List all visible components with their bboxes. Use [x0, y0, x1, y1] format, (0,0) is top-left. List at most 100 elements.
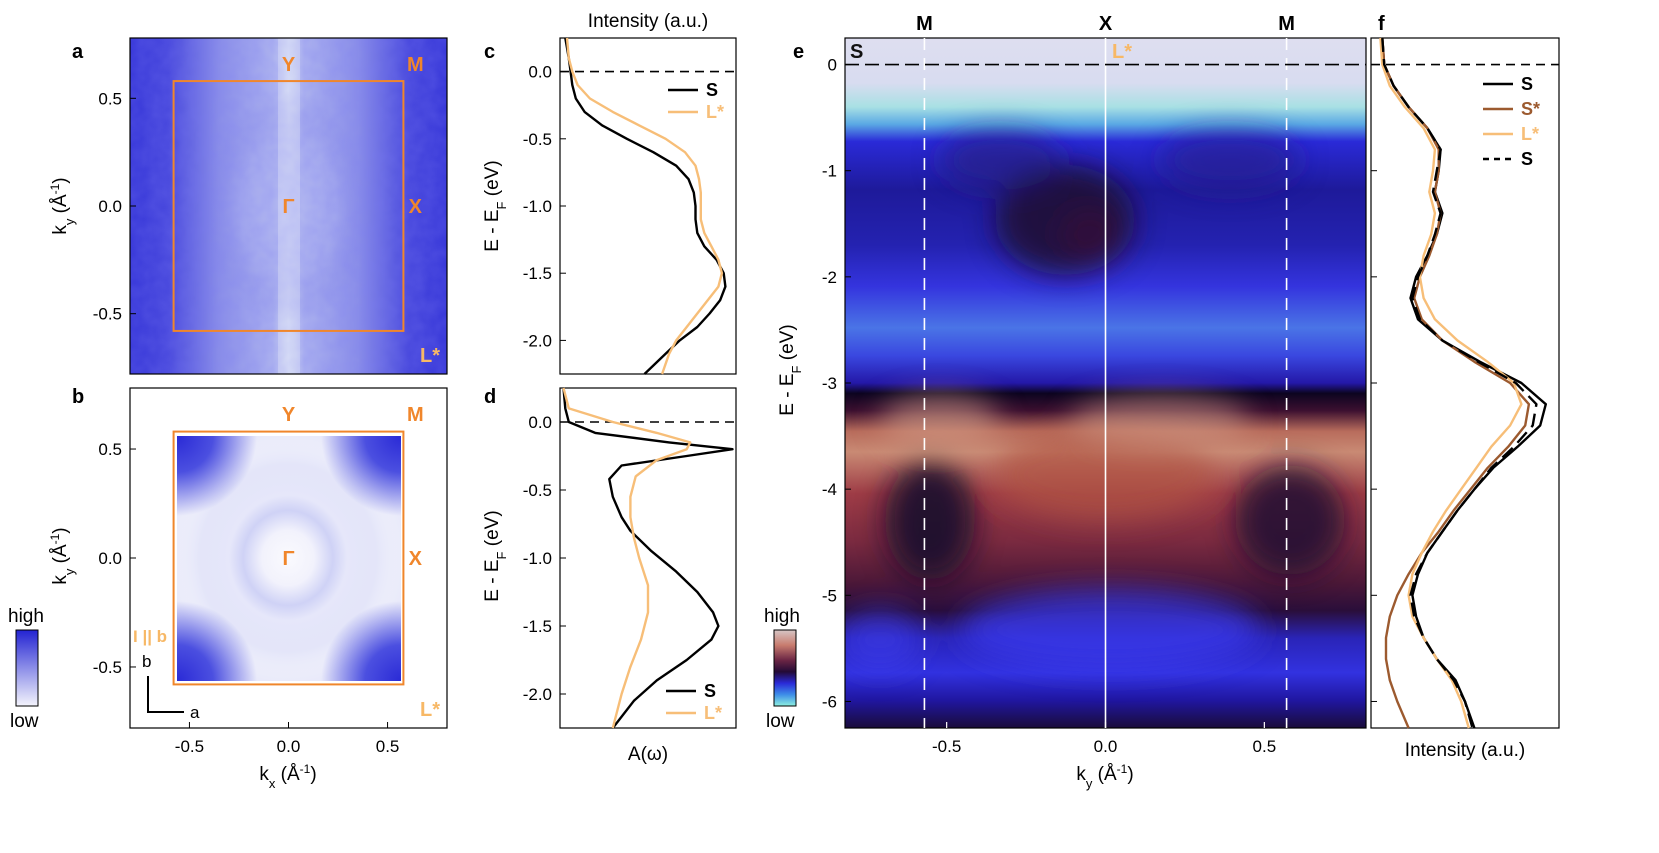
symmetry-point-X: X	[409, 196, 423, 218]
panel-e-corner-left: S	[850, 41, 863, 63]
panel-e-xlabel: ky (Å-1)	[1076, 762, 1133, 791]
y-tick-label: -4	[822, 480, 837, 499]
symmetry-point-M: M	[407, 404, 424, 426]
colorbar-ab-high: high	[8, 606, 44, 627]
y-tick-label: 0.5	[98, 89, 122, 108]
colorbar-e-high: high	[764, 606, 800, 627]
panel-label-b: b	[72, 386, 84, 408]
panel-a-symmetry-points: Y M Γ X	[282, 54, 424, 218]
panel-a-bz-box	[172, 80, 405, 332]
y-tick-label: -0.5	[523, 481, 552, 500]
panel-a-tag: L*	[420, 345, 440, 367]
panel-e: -6 -5 -4 -3 -2 -1 0 -0.5 0.0 0.5 M X M S L* e E - …	[777, 13, 1367, 791]
legend-label: S*	[1521, 99, 1540, 119]
legend-label: S	[706, 80, 718, 100]
panel-label-a: a	[72, 41, 84, 63]
panel-e-y-ticks: -6 -5 -4 -3 -2 -1 0	[822, 56, 851, 711]
series-line-1	[562, 387, 734, 729]
panel-f-legend: S S* L* S	[1483, 74, 1540, 169]
y-tick-label: 0.0	[528, 63, 552, 82]
y-tick-label: -0.5	[93, 658, 122, 677]
y-tick-label: -6	[822, 692, 837, 711]
symmetry-label-M: M	[916, 13, 933, 35]
legend-label: S	[704, 681, 716, 701]
panel-d-legend: SL*	[666, 681, 722, 723]
y-tick-label: 0.0	[98, 197, 122, 216]
panel-b-field-label: I || b	[133, 627, 167, 646]
panel-d-y-ticks: -2.0 -1.5 -1.0 -0.5 0.0	[523, 413, 566, 704]
legend-label: S	[1521, 74, 1533, 94]
panel-d-ylabel: E - EF (eV)	[482, 510, 509, 601]
panel-e-symmetry-lines	[845, 38, 1366, 728]
panel-label-c: c	[484, 41, 495, 63]
panel-a: Y M Γ X L* -0.5 0.0 0.5 a ky (Å-1)	[48, 37, 448, 375]
panel-c-legend: SL*	[668, 80, 724, 122]
panel-a-heatmap	[130, 38, 447, 374]
y-tick-label: 0.5	[98, 440, 122, 459]
panel-c-title: Intensity (a.u.)	[588, 11, 708, 32]
symmetry-label-M: M	[1278, 13, 1295, 35]
y-tick-label: 0.0	[528, 413, 552, 432]
panel-b-lattice-axes: b a	[142, 652, 200, 722]
colorbar-e: high low	[764, 606, 800, 732]
panel-b-heatmap	[130, 388, 447, 728]
y-tick-label: -2.0	[523, 331, 552, 350]
y-tick-label: -2	[822, 268, 837, 287]
series-line-2	[562, 387, 692, 729]
panel-b-xlabel: kx (Å-1)	[259, 762, 316, 791]
panel-d-xlabel: A(ω)	[628, 744, 668, 765]
colorbar-e-low: low	[766, 711, 795, 732]
y-tick-label: -1	[822, 162, 837, 181]
y-tick-label: -2.0	[523, 685, 552, 704]
panel-b-tag: L*	[420, 699, 440, 721]
panel-b-x-ticks: -0.5 0.0 0.5	[175, 722, 400, 756]
panel-b-ylabel: ky (Å-1)	[48, 527, 77, 584]
panel-e-corner-center: L*	[1112, 41, 1132, 63]
x-tick-label: -0.5	[932, 737, 961, 756]
legend-label: L*	[1521, 124, 1539, 144]
y-tick-label: -5	[822, 586, 837, 605]
panel-c-ylabel: E - EF (eV)	[482, 160, 509, 251]
y-tick-label: 0	[828, 56, 837, 75]
symmetry-point-X: X	[409, 548, 423, 570]
panel-c-y-ticks: -2.0 -1.5 -1.0 -0.5 0.0	[523, 63, 566, 350]
y-tick-label: -0.5	[523, 130, 552, 149]
bz-box	[172, 430, 405, 686]
x-tick-label: -0.5	[175, 737, 204, 756]
bz-box	[172, 80, 405, 332]
x-tick-label: 0.5	[1253, 737, 1277, 756]
panel-label-e: e	[793, 41, 804, 63]
y-tick-label: -0.5	[93, 305, 122, 324]
panel-c: -2.0 -1.5 -1.0 -0.5 0.0 SL* Intensity (a.u.)…	[482, 11, 737, 375]
panel-d-series	[560, 387, 736, 729]
panel-b-bz-box	[172, 430, 405, 686]
symmetry-point-M: M	[407, 54, 424, 76]
y-tick-label: 0.0	[98, 549, 122, 568]
y-tick-label: -1.0	[523, 197, 552, 216]
panel-c-series	[560, 37, 736, 375]
symmetry-point-Y: Y	[282, 404, 296, 426]
panel-f-xlabel: Intensity (a.u.)	[1405, 740, 1525, 761]
panel-label-f: f	[1378, 13, 1385, 35]
y-tick-label: -3	[822, 374, 837, 393]
lattice-axis-b: b	[142, 652, 151, 671]
panel-f-series	[1371, 37, 1559, 729]
symmetry-label-X: X	[1099, 13, 1113, 35]
panel-label-d: d	[484, 386, 496, 408]
y-tick-label: -1.5	[523, 617, 552, 636]
symmetry-point-Y: Y	[282, 54, 296, 76]
panel-b-symmetry-points: Y M Γ X	[282, 404, 424, 570]
symmetry-point-Γ: Γ	[282, 548, 294, 570]
panel-b-y-ticks: -0.5 0.0 0.5	[93, 440, 136, 677]
panel-a-ylabel: ky (Å-1)	[48, 177, 77, 234]
panel-d: -2.0 -1.5 -1.0 -0.5 0.0 SL* A(ω) d E - EF (e…	[482, 386, 737, 765]
legend-label: L*	[706, 102, 724, 122]
legend-label: S	[1521, 149, 1533, 169]
series-line-4	[1381, 37, 1538, 729]
lattice-axis-a: a	[190, 703, 200, 722]
x-tick-label: 0.5	[376, 737, 400, 756]
panel-f-y-ticks	[1371, 64, 1377, 702]
series-line-1	[564, 37, 727, 375]
